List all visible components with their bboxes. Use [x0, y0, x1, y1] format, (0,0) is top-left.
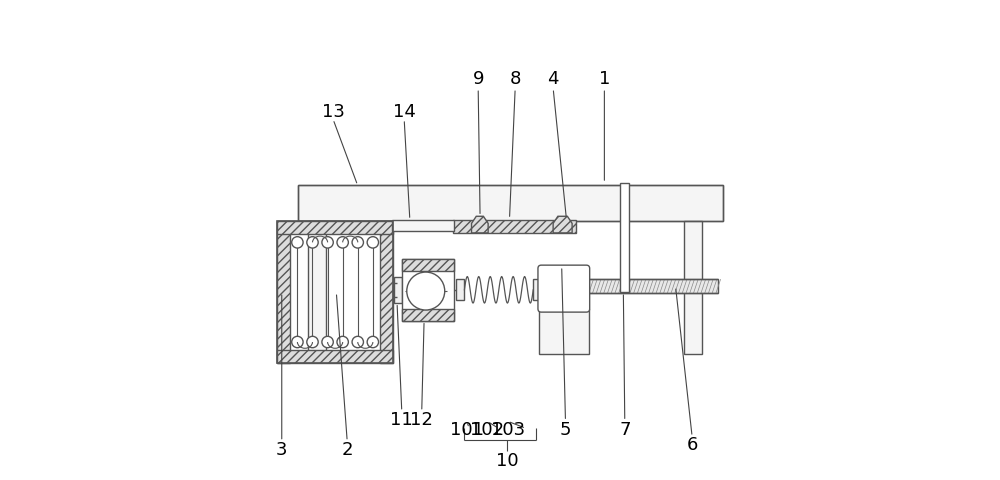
- Bar: [453, 219, 576, 233]
- Circle shape: [367, 336, 379, 348]
- Circle shape: [352, 336, 363, 348]
- Circle shape: [337, 237, 348, 248]
- Bar: [456, 279, 464, 300]
- Text: 4: 4: [547, 70, 559, 88]
- Circle shape: [352, 237, 363, 248]
- Text: 14: 14: [393, 103, 416, 121]
- Circle shape: [307, 336, 318, 348]
- Bar: [392, 220, 454, 230]
- Text: 11: 11: [390, 411, 413, 429]
- Text: 102: 102: [470, 421, 504, 439]
- Text: 13: 13: [322, 103, 344, 121]
- Bar: [394, 276, 402, 302]
- Bar: [277, 221, 290, 363]
- FancyBboxPatch shape: [538, 265, 590, 312]
- Bar: [533, 279, 543, 300]
- Polygon shape: [472, 216, 488, 233]
- Bar: [402, 309, 454, 321]
- Text: 10: 10: [496, 452, 518, 469]
- Bar: [277, 221, 393, 363]
- Circle shape: [407, 272, 445, 310]
- Text: 2: 2: [341, 441, 353, 459]
- Bar: [277, 350, 393, 363]
- Circle shape: [337, 336, 348, 348]
- Circle shape: [322, 237, 333, 248]
- Text: 12: 12: [410, 411, 433, 429]
- Text: 7: 7: [619, 421, 631, 439]
- Bar: [308, 221, 326, 354]
- Bar: [380, 221, 393, 363]
- Circle shape: [322, 336, 333, 348]
- Text: 6: 6: [686, 436, 698, 454]
- Bar: [539, 309, 589, 354]
- Text: 101: 101: [450, 421, 484, 439]
- Text: 3: 3: [276, 441, 288, 459]
- Bar: [277, 221, 393, 234]
- Circle shape: [292, 336, 303, 348]
- Text: 5: 5: [560, 421, 571, 439]
- Circle shape: [307, 237, 318, 248]
- Bar: [586, 279, 718, 293]
- Text: 103: 103: [491, 421, 525, 439]
- Bar: [402, 259, 454, 271]
- Bar: [620, 183, 629, 292]
- Bar: [402, 259, 454, 321]
- Bar: [684, 221, 702, 354]
- Bar: [298, 185, 723, 221]
- Polygon shape: [553, 216, 572, 233]
- Text: 1: 1: [599, 70, 610, 88]
- Text: 9: 9: [472, 70, 484, 88]
- Text: 8: 8: [509, 70, 521, 88]
- Circle shape: [292, 237, 303, 248]
- Circle shape: [367, 237, 379, 248]
